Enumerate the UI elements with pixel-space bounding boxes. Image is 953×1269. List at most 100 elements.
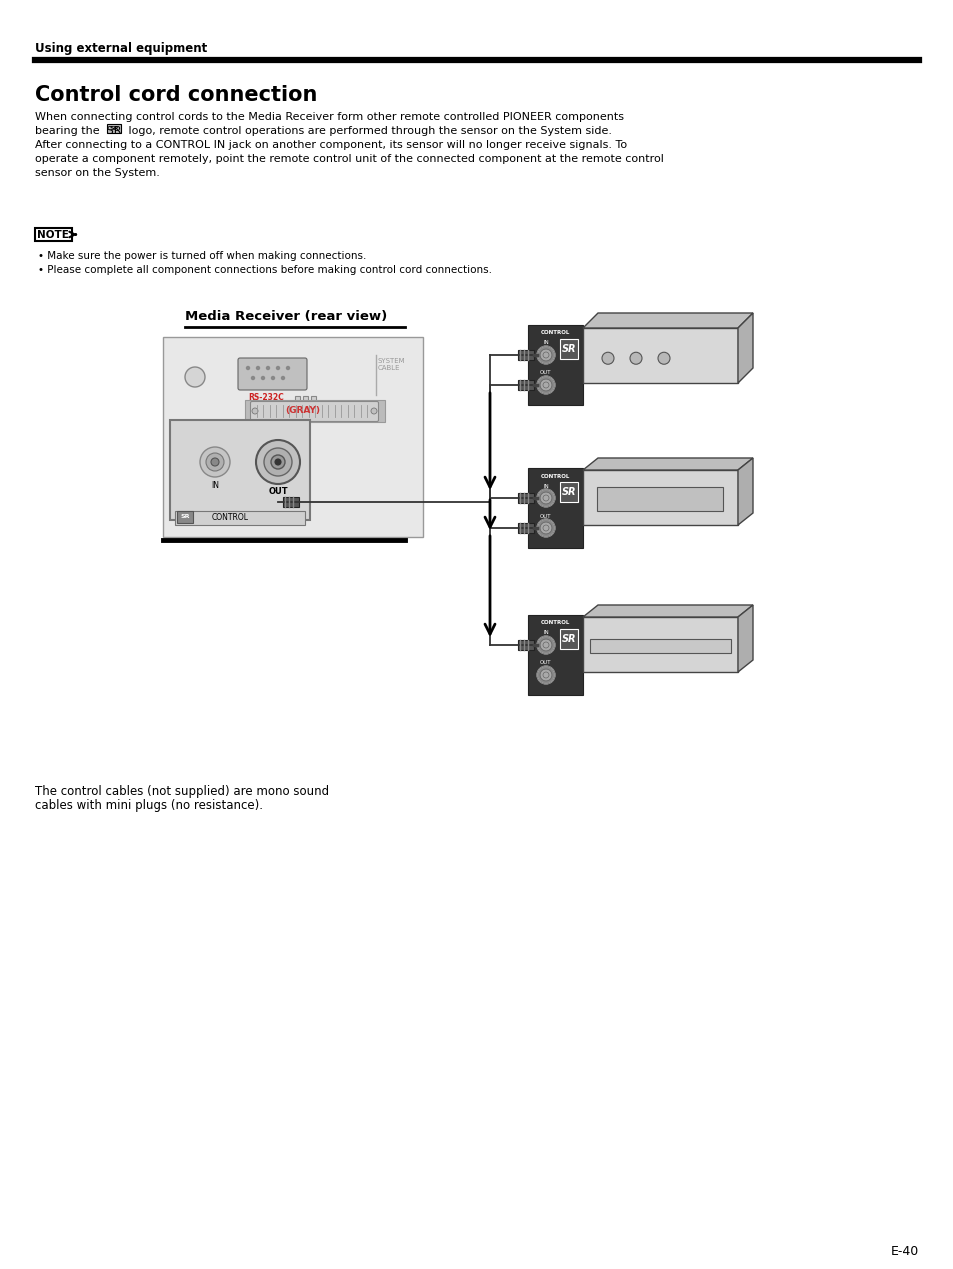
FancyBboxPatch shape: [251, 401, 378, 421]
Circle shape: [371, 409, 376, 414]
Circle shape: [658, 353, 669, 364]
Circle shape: [537, 636, 555, 654]
Text: IN: IN: [211, 481, 219, 490]
FancyBboxPatch shape: [163, 338, 422, 537]
Text: The control cables (not supplied) are mono sound: The control cables (not supplied) are mo…: [35, 786, 329, 798]
Polygon shape: [738, 605, 752, 673]
Text: RS-232C: RS-232C: [248, 393, 283, 402]
Text: • Make sure the power is turned off when making connections.: • Make sure the power is turned off when…: [38, 251, 366, 261]
FancyBboxPatch shape: [590, 638, 730, 654]
Circle shape: [537, 519, 555, 537]
Circle shape: [540, 640, 551, 650]
Text: OUT: OUT: [539, 371, 551, 376]
FancyBboxPatch shape: [107, 124, 121, 133]
Text: CONTROL: CONTROL: [212, 513, 248, 522]
Circle shape: [251, 376, 255, 381]
Circle shape: [540, 523, 551, 533]
Text: IN: IN: [542, 483, 548, 489]
FancyBboxPatch shape: [283, 497, 298, 508]
Circle shape: [271, 376, 274, 381]
Text: CONTROL: CONTROL: [540, 473, 570, 478]
FancyBboxPatch shape: [517, 640, 534, 650]
FancyBboxPatch shape: [245, 400, 385, 423]
Circle shape: [246, 365, 250, 371]
Polygon shape: [582, 458, 752, 470]
Text: • Please complete all component connections before making control cord connectio: • Please complete all component connecti…: [38, 265, 492, 275]
Polygon shape: [738, 458, 752, 525]
Text: bearing the  SR  logo, remote control operations are performed through the senso: bearing the SR logo, remote control oper…: [35, 126, 612, 136]
Polygon shape: [582, 605, 752, 617]
Circle shape: [537, 666, 555, 684]
Text: operate a component remotely, point the remote control unit of the connected com: operate a component remotely, point the …: [35, 154, 663, 164]
Text: IN: IN: [542, 340, 548, 345]
FancyBboxPatch shape: [597, 486, 722, 510]
Circle shape: [200, 447, 230, 477]
Text: Using external equipment: Using external equipment: [35, 42, 207, 55]
Polygon shape: [582, 313, 752, 327]
Text: (GRAY): (GRAY): [285, 406, 320, 415]
Text: NOTE: NOTE: [37, 230, 69, 240]
Circle shape: [266, 365, 270, 371]
FancyBboxPatch shape: [559, 629, 578, 648]
FancyBboxPatch shape: [527, 325, 582, 405]
Circle shape: [540, 350, 551, 360]
Circle shape: [537, 376, 555, 393]
Text: CONTROL: CONTROL: [540, 330, 570, 335]
Circle shape: [275, 365, 280, 371]
Text: OUT: OUT: [539, 514, 551, 519]
Text: cables with mini plugs (no resistance).: cables with mini plugs (no resistance).: [35, 799, 263, 812]
Text: Media Receiver (rear view): Media Receiver (rear view): [185, 310, 387, 324]
Text: sensor on the System.: sensor on the System.: [35, 168, 160, 178]
Circle shape: [271, 456, 285, 470]
Circle shape: [264, 448, 292, 476]
Text: OUT: OUT: [539, 660, 551, 665]
Text: When connecting control cords to the Media Receiver form other remote controlled: When connecting control cords to the Med…: [35, 112, 623, 122]
FancyBboxPatch shape: [294, 396, 299, 402]
Circle shape: [280, 376, 285, 381]
Circle shape: [286, 365, 290, 371]
Text: SYSTEM
CABLE: SYSTEM CABLE: [377, 358, 405, 372]
Circle shape: [260, 376, 265, 381]
FancyBboxPatch shape: [311, 396, 315, 402]
Circle shape: [540, 492, 551, 503]
Circle shape: [255, 365, 260, 371]
FancyBboxPatch shape: [174, 511, 305, 525]
Text: SR: SR: [180, 514, 190, 519]
Text: OUT: OUT: [268, 487, 288, 496]
FancyBboxPatch shape: [303, 396, 308, 402]
Circle shape: [211, 458, 219, 466]
FancyBboxPatch shape: [527, 468, 582, 548]
Text: CONTROL: CONTROL: [540, 621, 570, 626]
FancyBboxPatch shape: [582, 617, 738, 673]
FancyBboxPatch shape: [177, 511, 193, 523]
Circle shape: [540, 379, 551, 390]
Circle shape: [629, 353, 641, 364]
Text: IN: IN: [542, 631, 548, 636]
Polygon shape: [738, 313, 752, 383]
Circle shape: [252, 409, 257, 414]
FancyBboxPatch shape: [517, 350, 534, 360]
FancyBboxPatch shape: [559, 339, 578, 359]
FancyBboxPatch shape: [527, 615, 582, 695]
FancyBboxPatch shape: [35, 228, 71, 241]
Circle shape: [185, 367, 205, 387]
Text: SR: SR: [561, 344, 576, 354]
FancyBboxPatch shape: [582, 470, 738, 525]
Circle shape: [537, 489, 555, 508]
Circle shape: [537, 346, 555, 364]
Circle shape: [206, 453, 224, 471]
Circle shape: [274, 459, 281, 464]
FancyBboxPatch shape: [237, 358, 307, 390]
FancyBboxPatch shape: [517, 492, 534, 503]
FancyBboxPatch shape: [582, 327, 738, 383]
Circle shape: [601, 353, 614, 364]
Text: Control cord connection: Control cord connection: [35, 85, 317, 105]
Circle shape: [255, 440, 299, 483]
FancyBboxPatch shape: [517, 523, 534, 533]
Text: SR: SR: [561, 487, 576, 497]
FancyBboxPatch shape: [559, 482, 578, 503]
Text: SR: SR: [110, 126, 118, 131]
FancyBboxPatch shape: [517, 379, 534, 390]
FancyBboxPatch shape: [170, 420, 310, 520]
Circle shape: [540, 670, 551, 680]
